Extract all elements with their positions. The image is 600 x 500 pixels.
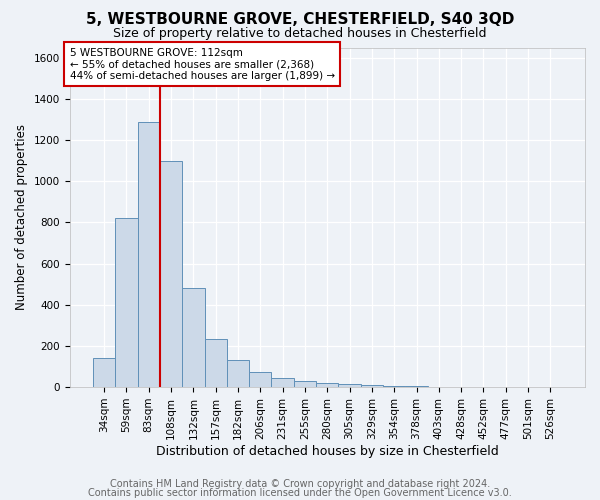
Text: Contains public sector information licensed under the Open Government Licence v3: Contains public sector information licen… [88, 488, 512, 498]
Bar [160, 160, 182, 387]
Bar [115, 218, 137, 387]
Bar [338, 384, 361, 387]
Text: 5, WESTBOURNE GROVE, CHESTERFIELD, S40 3QD: 5, WESTBOURNE GROVE, CHESTERFIELD, S40 3… [86, 12, 514, 28]
Bar [294, 381, 316, 387]
X-axis label: Distribution of detached houses by size in Chesterfield: Distribution of detached houses by size … [156, 444, 499, 458]
Bar [383, 386, 406, 387]
Text: Size of property relative to detached houses in Chesterfield: Size of property relative to detached ho… [113, 28, 487, 40]
Y-axis label: Number of detached properties: Number of detached properties [15, 124, 28, 310]
Bar [205, 338, 227, 387]
Bar [406, 386, 428, 387]
Bar [137, 122, 160, 387]
Bar [227, 360, 249, 387]
Bar [361, 385, 383, 387]
Text: 5 WESTBOURNE GROVE: 112sqm
← 55% of detached houses are smaller (2,368)
44% of s: 5 WESTBOURNE GROVE: 112sqm ← 55% of deta… [70, 48, 335, 80]
Text: Contains HM Land Registry data © Crown copyright and database right 2024.: Contains HM Land Registry data © Crown c… [110, 479, 490, 489]
Bar [316, 383, 338, 387]
Bar [93, 358, 115, 387]
Bar [271, 378, 294, 387]
Bar [249, 372, 271, 387]
Bar [182, 288, 205, 387]
